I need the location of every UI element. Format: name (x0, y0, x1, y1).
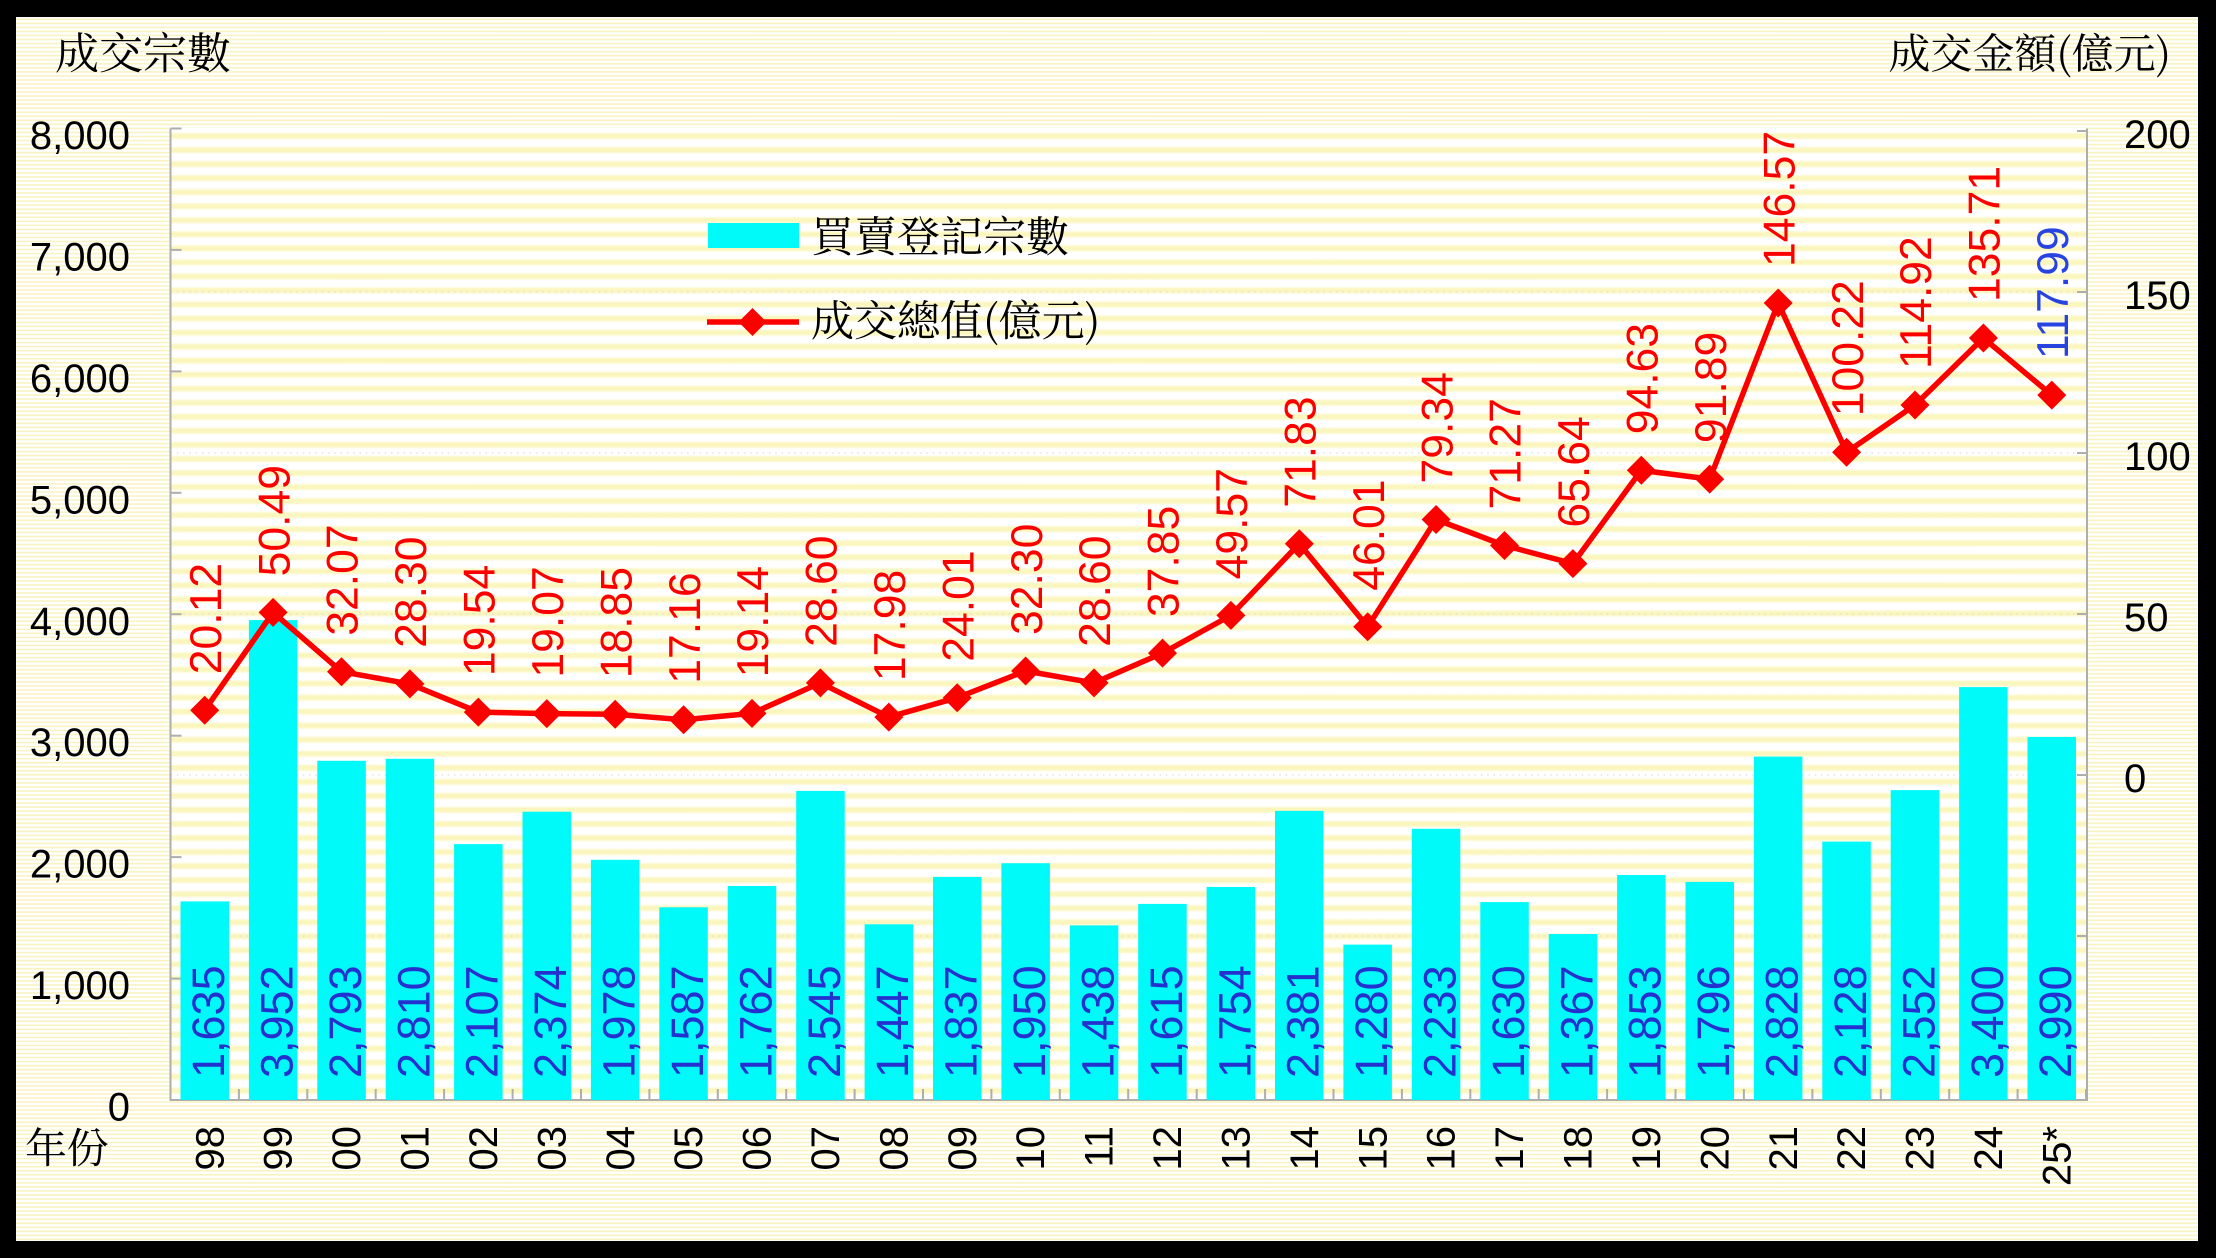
svg-text:1,853: 1,853 (1620, 965, 1671, 1078)
svg-text:2,810: 2,810 (388, 965, 439, 1078)
svg-text:4,000: 4,000 (30, 600, 130, 644)
svg-text:20.12: 20.12 (182, 563, 231, 674)
svg-text:1,587: 1,587 (662, 965, 713, 1078)
svg-text:1,796: 1,796 (1688, 965, 1739, 1078)
svg-text:50.49: 50.49 (250, 465, 299, 576)
svg-text:2,000: 2,000 (30, 843, 130, 887)
svg-text:91.89: 91.89 (1687, 332, 1736, 443)
svg-text:17: 17 (1488, 1126, 1532, 1171)
svg-text:49.57: 49.57 (1208, 468, 1257, 579)
svg-text:2,552: 2,552 (1893, 965, 1944, 1078)
svg-text:135.71: 135.71 (1961, 166, 2010, 302)
svg-text:18.85: 18.85 (592, 567, 641, 678)
svg-text:1,837: 1,837 (936, 965, 987, 1078)
svg-text:100: 100 (2124, 435, 2191, 479)
svg-text:22: 22 (1830, 1126, 1874, 1171)
svg-text:5,000: 5,000 (30, 478, 130, 522)
svg-text:94.63: 94.63 (1619, 323, 1668, 434)
svg-text:50: 50 (2124, 596, 2169, 640)
svg-text:12: 12 (1146, 1126, 1190, 1171)
svg-text:146.57: 146.57 (1755, 131, 1804, 267)
svg-text:1,438: 1,438 (1072, 965, 1123, 1078)
svg-text:7,000: 7,000 (30, 235, 130, 279)
svg-text:14: 14 (1283, 1126, 1327, 1171)
svg-text:2,545: 2,545 (799, 965, 850, 1078)
svg-text:2,233: 2,233 (1415, 965, 1466, 1078)
svg-text:71.27: 71.27 (1482, 398, 1531, 509)
svg-text:3,000: 3,000 (30, 721, 130, 765)
svg-text:10: 10 (1009, 1126, 1053, 1171)
svg-text:01: 01 (394, 1126, 438, 1171)
svg-text:25*: 25* (2035, 1126, 2079, 1186)
svg-text:1,630: 1,630 (1483, 965, 1534, 1078)
svg-text:16: 16 (1420, 1126, 1464, 1171)
svg-text:79.34: 79.34 (1413, 372, 1462, 483)
svg-text:32.07: 32.07 (319, 524, 368, 635)
svg-text:1,447: 1,447 (867, 965, 918, 1078)
svg-text:17.98: 17.98 (866, 570, 915, 681)
svg-text:1,000: 1,000 (30, 964, 130, 1008)
svg-text:32.30: 32.30 (1003, 524, 1052, 635)
svg-text:19: 19 (1625, 1126, 1669, 1171)
svg-text:15: 15 (1351, 1126, 1395, 1171)
svg-text:11: 11 (1078, 1126, 1122, 1168)
svg-text:114.92: 114.92 (1892, 236, 1941, 369)
svg-text:17.16: 17.16 (661, 572, 710, 683)
svg-text:100.22: 100.22 (1824, 280, 1873, 416)
svg-text:18: 18 (1557, 1126, 1601, 1171)
svg-text:3,400: 3,400 (1962, 965, 2013, 1078)
svg-text:2,793: 2,793 (320, 965, 371, 1078)
svg-text:24.01: 24.01 (934, 550, 983, 661)
svg-text:02: 02 (462, 1126, 506, 1171)
svg-text:24: 24 (1967, 1126, 2011, 1171)
svg-text:98: 98 (188, 1126, 232, 1171)
svg-text:28.60: 28.60 (1071, 536, 1120, 647)
svg-text:06: 06 (736, 1126, 780, 1171)
svg-text:00: 00 (325, 1126, 369, 1171)
svg-text:08: 08 (872, 1126, 916, 1171)
svg-text:1,367: 1,367 (1551, 965, 1602, 1078)
svg-text:1,950: 1,950 (1004, 965, 1055, 1078)
svg-text:0: 0 (108, 1086, 130, 1130)
svg-text:6,000: 6,000 (30, 357, 130, 401)
svg-text:1,978: 1,978 (594, 965, 645, 1078)
svg-text:20: 20 (1693, 1126, 1737, 1171)
svg-text:03: 03 (530, 1126, 574, 1171)
svg-text:2,107: 2,107 (457, 965, 508, 1078)
svg-text:2,990: 2,990 (2030, 965, 2081, 1078)
svg-text:2,828: 2,828 (1757, 965, 1808, 1078)
svg-text:2,128: 2,128 (1825, 965, 1876, 1078)
svg-text:37.85: 37.85 (1140, 506, 1189, 617)
svg-text:117.99: 117.99 (2029, 226, 2078, 359)
svg-text:19.14: 19.14 (729, 566, 778, 677)
svg-text:07: 07 (804, 1126, 848, 1171)
svg-text:8,000: 8,000 (30, 114, 130, 158)
svg-text:23: 23 (1899, 1126, 1943, 1171)
svg-text:1,762: 1,762 (730, 965, 781, 1078)
svg-text:46.01: 46.01 (1345, 479, 1394, 590)
svg-text:150: 150 (2124, 274, 2191, 318)
svg-text:65.64: 65.64 (1550, 416, 1599, 527)
svg-text:2,381: 2,381 (1278, 965, 1329, 1078)
svg-text:19.07: 19.07 (524, 566, 573, 677)
svg-text:1,280: 1,280 (1346, 965, 1397, 1078)
svg-text:09: 09 (941, 1126, 985, 1171)
svg-text:0: 0 (2124, 757, 2146, 801)
svg-text:28.30: 28.30 (387, 537, 436, 648)
svg-text:19.54: 19.54 (456, 565, 505, 676)
svg-text:21: 21 (1762, 1126, 1806, 1171)
svg-text:2,374: 2,374 (525, 965, 576, 1078)
svg-text:200: 200 (2124, 113, 2191, 157)
svg-text:04: 04 (599, 1126, 643, 1171)
svg-text:1,754: 1,754 (1209, 965, 1260, 1078)
svg-text:1,615: 1,615 (1141, 965, 1192, 1078)
svg-text:05: 05 (667, 1126, 711, 1171)
svg-text:1,635: 1,635 (183, 965, 234, 1078)
svg-text:28.60: 28.60 (798, 536, 847, 647)
svg-text:71.83: 71.83 (1277, 396, 1326, 507)
svg-text:3,952: 3,952 (252, 965, 303, 1078)
svg-text:13: 13 (1215, 1126, 1259, 1171)
svg-text:99: 99 (257, 1126, 301, 1171)
